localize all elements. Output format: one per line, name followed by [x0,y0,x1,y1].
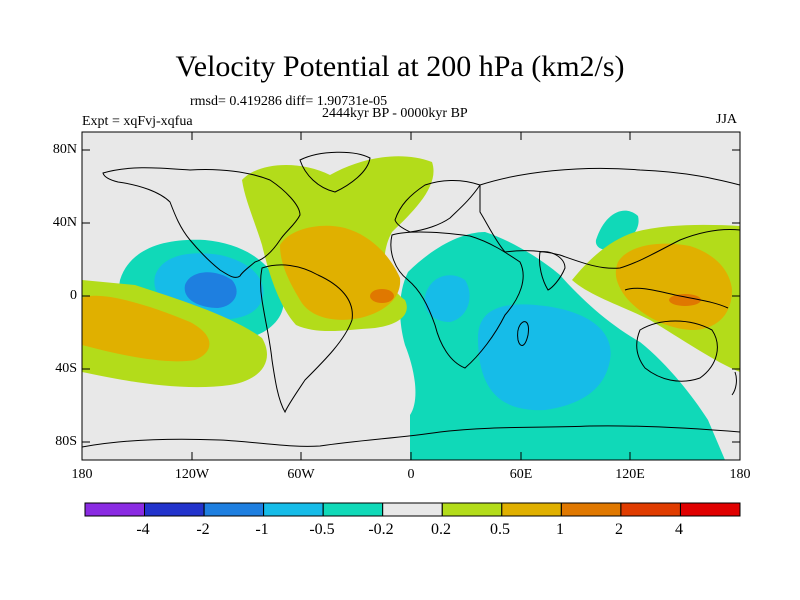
lon-label-180w: 180 [71,467,93,482]
coastline-north-america [102,167,301,278]
lat-label-80s: 80S [55,434,77,449]
lat-label-40n: 40N [52,215,77,230]
colorbar-label: -0.2 [368,521,394,538]
coastline-madagascar [517,321,529,346]
experiment-label: Expt = xqFvj-xqfua [82,114,193,129]
colorbar-label: 1 [556,521,564,538]
coastline-antarctica [82,425,740,448]
contour-yellow-westpac [615,243,732,330]
colorbar-box [620,502,681,517]
coastline-australia [636,320,718,382]
coastline-new-zealand [731,371,737,396]
colorbar-box [263,502,324,517]
contour-orange-westpac [669,294,701,306]
colorbar-box [144,502,205,517]
colorbar-label: -4 [136,521,150,538]
colorbar-box [203,502,265,517]
colorbar [84,502,741,517]
coastline-indonesia [624,287,729,309]
colorbar-label: -0.5 [309,521,335,538]
contour-lightblue-indian [478,304,611,411]
contour-lightblue-africa [424,275,470,322]
colorbar-label: -1 [255,521,269,538]
colorbar-box [382,502,443,517]
lat-label-40s: 40S [55,361,77,376]
colorbar-label: 0.2 [431,521,451,538]
coastline-europe [394,180,481,233]
coastline-greenland [299,151,371,193]
season-label: JJA [716,112,738,127]
period-text: 2444kyr BP - 0000kyr BP [322,106,468,121]
map-title: Velocity Potential at 200 hPa (km2/s) [175,50,625,83]
lon-label-60w: 60W [287,467,315,482]
contour-yellow-southpac [82,295,210,362]
lon-label-60e: 60E [509,467,533,482]
colorbar-box [322,502,384,517]
contour-cyan-nindia [595,210,639,250]
lat-label-0: 0 [70,288,77,303]
coastline-asia [479,167,740,269]
coastlines [82,151,740,448]
colorbar-box [560,502,622,517]
lon-label-180e: 180 [729,467,751,482]
lon-ticks [81,132,631,460]
colorbar-label: 2 [615,521,623,538]
coastline-south-america [260,264,353,414]
colorbar-label: 0.5 [490,521,510,538]
colorbar-box [84,502,145,517]
colorbar-box [680,502,741,517]
contour-orange-atlantic [370,289,394,303]
contour-blue-epac [184,272,237,308]
lat-ticks [82,149,740,443]
colorbar-box [441,502,503,517]
colorbar-box [501,502,562,517]
stats-text: rmsd= 0.419286 diff= 1.90731e-05 [190,94,388,109]
coastline-africa [390,231,524,369]
lon-label-120e: 120E [615,467,645,482]
coastline-india [539,251,566,291]
contour-fill-layer [82,156,740,460]
colorbar-label: -2 [196,521,210,538]
lat-label-80n: 80N [52,142,77,157]
lon-label-0: 0 [407,467,415,482]
lon-label-120w: 120W [174,467,210,482]
colorbar-label: 4 [675,521,683,538]
